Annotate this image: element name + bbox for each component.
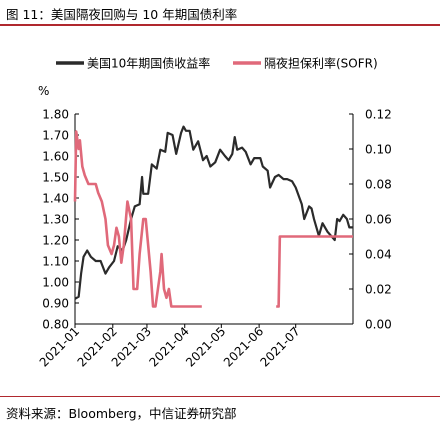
series-lines	[73, 125, 353, 308]
source-note: 资料来源：Bloomberg，中信证券研究部	[6, 406, 237, 421]
left-tick-label: 0.80	[42, 318, 69, 332]
axes	[74, 113, 354, 328]
left-axis-unit: %	[38, 84, 49, 98]
left-tick-label: 1.10	[42, 255, 69, 269]
left-tick-label: 1.60	[42, 150, 69, 164]
left-tick-label: 0.90	[42, 297, 69, 311]
left-tick-label: 1.50	[42, 171, 69, 185]
legend-label-us10y: 美国10年期国债收益率	[87, 56, 210, 71]
figure-title: 图 11：美国隔夜回购与 10 年期国债利率	[6, 7, 238, 22]
left-tick-label: 1.70	[42, 129, 69, 143]
tick-labels: 1.80 1.70 1.60 1.50 1.40 1.30 1.20 1.10 1.00 0.90…	[37, 108, 392, 370]
right-tick-label: 0.10	[365, 143, 392, 157]
right-tick-label: 0.06	[365, 213, 392, 227]
title-divider	[0, 24, 440, 26]
left-tick-label: 1.00	[42, 276, 69, 290]
yield-sofr-line-chart: 美国10年期国债收益率 隔夜担保利率(SOFR) % 1.801.701.601…	[37, 56, 392, 370]
x-tick-label: 2021-07	[257, 324, 302, 369]
right-tick-label: 0.00	[365, 318, 392, 332]
left-tick-label: 1.20	[42, 234, 69, 248]
right-tick-label: 0.08	[365, 178, 392, 192]
x-tick-label: 2021-05	[183, 324, 228, 369]
legend-label-sofr: 隔夜担保利率(SOFR)	[264, 56, 378, 71]
chart-legend: 美国10年期国债收益率 隔夜担保利率(SOFR)	[56, 56, 378, 71]
us10y-series-line	[74, 125, 353, 300]
left-tick-label: 1.30	[42, 213, 69, 227]
source-divider	[0, 396, 440, 397]
left-tick-label: 1.40	[42, 192, 69, 206]
right-tick-label: 0.04	[365, 248, 392, 262]
sofr-series-line	[73, 130, 353, 308]
right-tick-label: 0.12	[365, 108, 392, 122]
right-tick-label: 0.02	[365, 283, 392, 297]
left-tick-label: 1.80	[42, 108, 69, 122]
